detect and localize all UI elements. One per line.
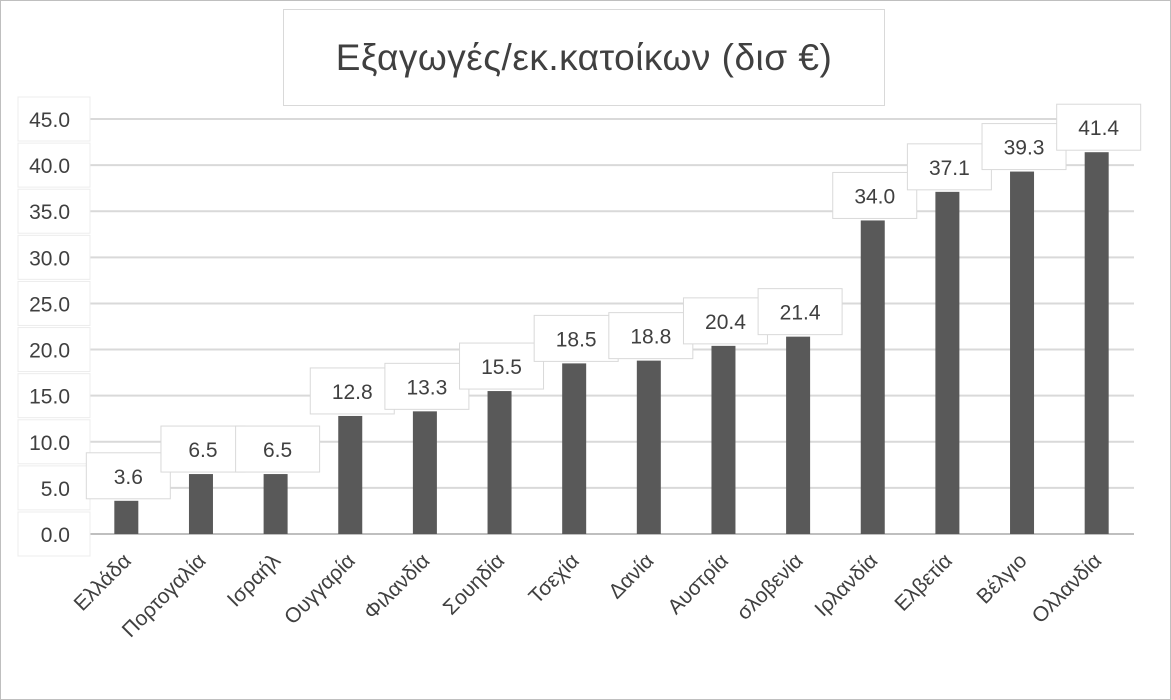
bar: [786, 336, 811, 534]
y-tick-label: 20.0: [29, 340, 70, 363]
y-tick-label-box: [17, 234, 91, 280]
y-tick-label: 35.0: [29, 201, 70, 224]
y-tick-label-box: [17, 327, 91, 373]
bar: [188, 474, 213, 534]
y-tick-label: 40.0: [29, 155, 70, 178]
y-tick-label-box: [17, 373, 91, 419]
data-label-box: [757, 288, 843, 336]
y-tick-label: 45.0: [29, 109, 70, 132]
x-category-label: Σουηδία: [439, 549, 509, 619]
x-category-label: Φιλανδία: [360, 549, 435, 624]
y-tick-label-box: [17, 96, 91, 142]
data-label-box: [384, 362, 470, 410]
x-category-label: σλοβενία: [732, 549, 807, 624]
data-label-box: [309, 367, 395, 415]
data-label: 3.6: [114, 466, 143, 489]
data-label: 34.0: [854, 185, 895, 208]
y-tick-label-box: [17, 280, 91, 326]
data-label-box: [459, 342, 545, 390]
data-label: 18.8: [630, 326, 671, 349]
bar: [263, 474, 288, 534]
data-label-box: [1056, 103, 1142, 151]
x-category-label: Δανία: [604, 549, 658, 603]
y-tick-label-box: [17, 419, 91, 465]
bar: [935, 191, 960, 534]
data-label: 12.8: [332, 381, 373, 404]
bar: [1084, 152, 1109, 534]
data-label-box: [235, 425, 321, 473]
x-category-label: Ελλάδα: [70, 549, 136, 615]
data-label: 20.4: [705, 311, 746, 334]
bar: [412, 411, 437, 534]
bar: [487, 391, 512, 534]
data-label-box: [533, 314, 619, 362]
bar: [338, 415, 363, 534]
y-tick-label: 25.0: [29, 293, 70, 316]
data-label: 13.3: [406, 376, 447, 399]
data-label-box: [608, 312, 694, 360]
x-category-label: Ιρλανδία: [810, 549, 882, 621]
data-label: 18.5: [556, 328, 597, 351]
data-label-box: [85, 452, 171, 500]
bar: [860, 220, 885, 534]
bar: [1010, 171, 1035, 535]
x-category-label: Ολλανδία: [1028, 549, 1107, 628]
y-tick-label-box: [17, 142, 91, 188]
x-category-label: Ελβετία: [890, 549, 957, 616]
data-label: 39.3: [1004, 137, 1045, 160]
bar: [636, 360, 661, 534]
data-label: 37.1: [929, 157, 970, 180]
y-tick-label: 0.0: [41, 524, 70, 547]
bar: [114, 500, 139, 534]
data-label-box: [682, 297, 768, 345]
data-label: 41.4: [1078, 117, 1119, 140]
data-label: 21.4: [780, 302, 821, 325]
y-tick-label-box: [17, 188, 91, 234]
y-tick-label: 10.0: [29, 432, 70, 455]
x-category-label: Βέλγιο: [972, 549, 1031, 608]
y-tick-label: 5.0: [41, 478, 70, 501]
x-category-label: Ισραήλ: [223, 549, 286, 612]
data-label: 6.5: [188, 439, 217, 462]
x-category-label: Αυστρία: [663, 549, 733, 619]
y-tick-label: 30.0: [29, 247, 70, 270]
data-label-box: [832, 171, 918, 219]
x-category-label: Ουγγαρία: [280, 549, 360, 629]
x-category-label: Τσεχία: [525, 549, 584, 608]
chart-title: Εξαγωγές/εκ.κατοίκων (δισ €): [283, 9, 885, 106]
y-tick-label: 15.0: [29, 386, 70, 409]
data-label: 6.5: [263, 439, 292, 462]
bar: [711, 345, 736, 534]
bar: [562, 363, 587, 534]
data-label-box: [160, 425, 246, 473]
data-label: 15.5: [481, 356, 522, 379]
y-tick-label-box: [17, 511, 91, 557]
